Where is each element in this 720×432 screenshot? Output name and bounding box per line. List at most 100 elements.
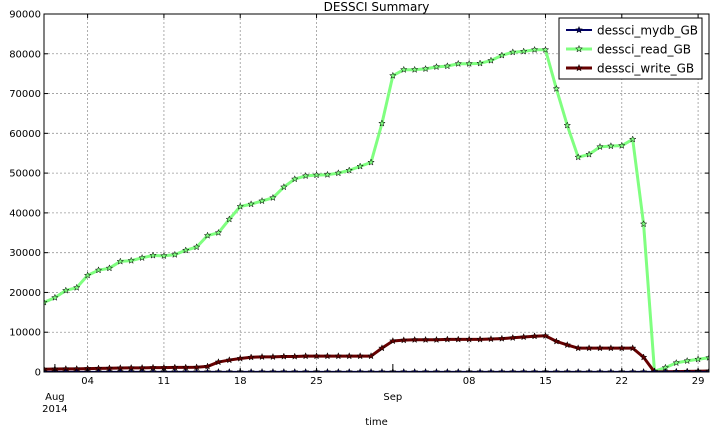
data-point	[72, 283, 81, 291]
data-point	[596, 142, 604, 151]
data-point	[203, 231, 212, 239]
data-point	[247, 200, 255, 208]
data-point	[683, 367, 692, 372]
data-point	[432, 62, 441, 71]
x-tick-label: 25	[310, 376, 323, 387]
data-point	[171, 250, 179, 258]
y-tick-label: 90000	[9, 10, 41, 21]
data-point	[563, 121, 572, 129]
data-point	[639, 367, 648, 372]
data-point	[498, 51, 506, 59]
data-point	[530, 367, 539, 372]
data-point	[269, 352, 277, 361]
data-point	[83, 271, 92, 279]
data-point	[280, 352, 288, 360]
data-point	[312, 171, 321, 179]
data-point	[552, 84, 561, 93]
data-point	[269, 367, 277, 372]
data-point	[258, 352, 266, 361]
data-point	[617, 344, 626, 352]
data-point	[476, 367, 484, 372]
data-point	[465, 335, 473, 343]
data-point	[105, 264, 114, 272]
legend-label: dessci_read_GB	[597, 43, 691, 57]
x-tick-label: 04	[81, 376, 94, 387]
data-point	[443, 367, 452, 372]
data-point	[530, 332, 539, 340]
data-point	[334, 169, 343, 177]
data-point	[44, 298, 48, 306]
data-point	[585, 344, 593, 352]
series-dessci_write_GB	[44, 331, 709, 372]
data-point	[160, 251, 168, 260]
data-point	[214, 367, 223, 372]
data-point	[171, 367, 179, 372]
data-point	[247, 367, 255, 372]
legend-marker	[574, 63, 584, 72]
data-point	[607, 344, 615, 352]
data-point	[236, 354, 245, 362]
data-point	[94, 367, 103, 372]
data-point	[410, 367, 419, 372]
series-dessci_read_GB	[44, 45, 709, 372]
data-point	[574, 367, 582, 372]
data-point	[225, 356, 234, 364]
data-point	[301, 367, 310, 372]
x-tick-label: 29	[692, 376, 705, 387]
data-point	[356, 367, 364, 372]
y-tick-label: 70000	[9, 89, 41, 100]
x-major-label: Sep	[383, 392, 402, 403]
data-point	[541, 45, 550, 54]
data-point	[72, 367, 81, 372]
legend-label: dessci_mydb_GB	[597, 24, 698, 38]
y-tick-label: 0	[35, 368, 41, 379]
data-point	[628, 367, 637, 372]
data-point	[596, 344, 604, 352]
data-point	[138, 253, 146, 262]
data-point	[44, 367, 48, 372]
data-point	[214, 358, 223, 366]
data-point	[225, 215, 234, 223]
y-tick-label: 20000	[9, 288, 41, 299]
data-point	[258, 196, 266, 205]
data-point	[323, 352, 332, 360]
x-major-label: 2014	[42, 404, 67, 415]
data-point	[290, 352, 299, 360]
x-axis-label: time	[365, 417, 388, 428]
data-point	[181, 246, 190, 254]
data-point	[258, 367, 266, 372]
data-point	[607, 142, 615, 150]
data-point	[574, 344, 582, 352]
data-point	[61, 367, 70, 372]
series-lines	[44, 45, 709, 372]
data-point	[149, 251, 157, 259]
data-point	[323, 367, 332, 372]
legend-marker	[574, 25, 584, 34]
data-point	[149, 367, 157, 372]
data-point	[301, 171, 310, 180]
data-point	[290, 175, 299, 183]
data-point	[116, 257, 125, 265]
data-point	[367, 158, 375, 166]
data-point	[443, 62, 452, 70]
data-point	[236, 202, 245, 210]
data-point	[683, 356, 692, 365]
data-point	[487, 367, 495, 372]
x-major-label: Aug	[45, 392, 65, 403]
legend: dessci_mydb_GB dessci_read_GB dessci_write…	[558, 17, 703, 80]
data-point	[628, 135, 637, 143]
data-point	[519, 367, 528, 372]
data-point	[334, 352, 343, 360]
y-tick-label: 10000	[9, 328, 41, 339]
data-point	[519, 47, 528, 55]
data-point	[203, 362, 212, 370]
data-point	[476, 335, 484, 343]
data-point	[661, 367, 670, 372]
data-point	[552, 337, 561, 345]
data-point	[476, 59, 484, 67]
x-tick-label: 15	[539, 376, 552, 387]
data-point	[465, 59, 473, 67]
data-point	[498, 334, 506, 342]
data-point	[443, 335, 452, 343]
